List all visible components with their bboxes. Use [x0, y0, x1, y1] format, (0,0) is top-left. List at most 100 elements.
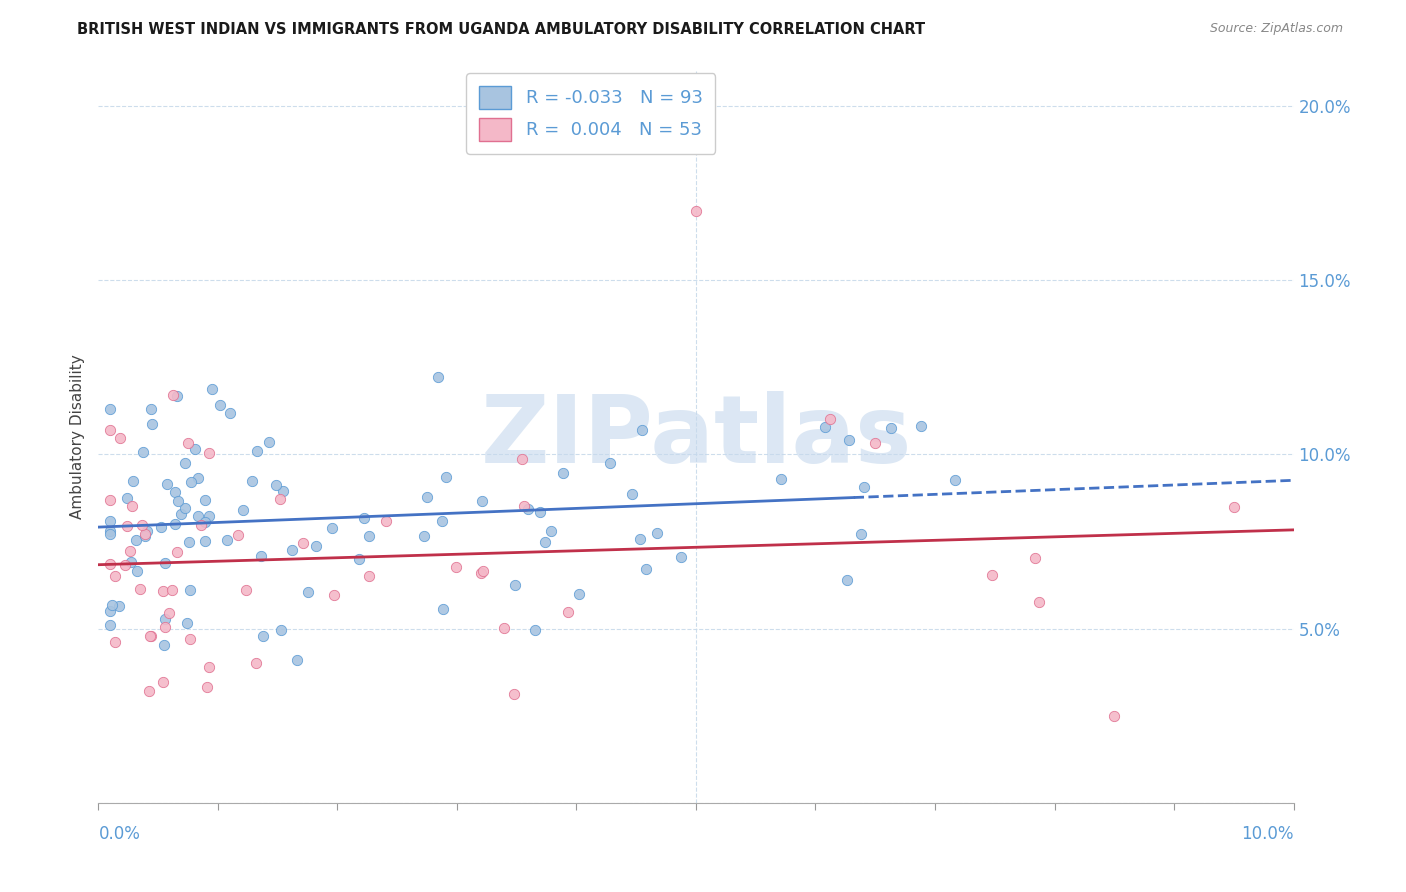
- Point: [1028, 595, 1050, 609]
- Point: [179, 632, 201, 647]
- Point: [180, 475, 202, 490]
- Point: [176, 615, 198, 630]
- Point: [108, 599, 131, 614]
- Point: [166, 545, 188, 559]
- Point: [114, 558, 136, 572]
- Point: [599, 457, 621, 471]
- Point: [131, 518, 153, 533]
- Point: [434, 470, 457, 484]
- Point: [132, 444, 155, 458]
- Point: [494, 621, 516, 635]
- Point: [269, 492, 291, 507]
- Point: [628, 532, 651, 546]
- Point: [568, 587, 591, 601]
- Point: [170, 507, 193, 521]
- Point: [104, 568, 127, 582]
- Point: [156, 477, 179, 491]
- Point: [121, 474, 143, 488]
- Point: [100, 402, 122, 417]
- Point: [100, 618, 122, 632]
- Point: [349, 551, 371, 566]
- Point: [232, 503, 254, 517]
- Point: [198, 446, 221, 460]
- Point: [835, 573, 858, 587]
- Point: [553, 466, 575, 480]
- Legend: R = -0.033   N = 93, R =  0.004   N = 53: R = -0.033 N = 93, R = 0.004 N = 53: [465, 73, 716, 153]
- Point: [217, 533, 239, 548]
- Point: [100, 493, 122, 508]
- Point: [323, 588, 346, 602]
- Point: [620, 486, 643, 500]
- Point: [187, 508, 209, 523]
- Point: [297, 585, 319, 599]
- Point: [155, 620, 177, 634]
- Point: [141, 401, 163, 416]
- Point: [852, 480, 875, 494]
- Point: [149, 520, 172, 534]
- Point: [412, 528, 434, 542]
- Point: [770, 472, 793, 486]
- Point: [162, 388, 184, 402]
- Point: [167, 493, 190, 508]
- Point: [523, 624, 546, 638]
- Point: [814, 420, 837, 434]
- Point: [645, 526, 668, 541]
- Point: [818, 412, 841, 426]
- Point: [432, 602, 454, 616]
- Text: ZIPatlas: ZIPatlas: [481, 391, 911, 483]
- Point: [177, 535, 200, 549]
- Point: [228, 527, 250, 541]
- Point: [139, 629, 162, 643]
- Point: [533, 535, 555, 549]
- Point: [100, 527, 122, 541]
- Point: [446, 560, 468, 574]
- Point: [980, 568, 1002, 582]
- Point: [115, 519, 138, 533]
- Point: [177, 436, 200, 450]
- Point: [190, 518, 212, 533]
- Point: [281, 542, 304, 557]
- Point: [165, 516, 187, 531]
- Point: [134, 529, 156, 543]
- Point: [100, 524, 122, 539]
- Point: [630, 423, 652, 437]
- Text: 0.0%: 0.0%: [98, 825, 141, 843]
- Point: [155, 612, 177, 626]
- Point: [416, 490, 439, 504]
- Point: [1024, 551, 1046, 566]
- Point: [194, 515, 217, 529]
- Point: [246, 443, 269, 458]
- Point: [287, 653, 309, 667]
- Point: [194, 534, 217, 549]
- Point: [512, 499, 534, 513]
- Point: [512, 451, 534, 466]
- Point: [125, 564, 148, 578]
- Point: [540, 524, 562, 538]
- Point: [100, 558, 122, 572]
- Point: [187, 471, 209, 485]
- Point: [198, 660, 221, 674]
- Point: [136, 524, 159, 538]
- Point: [427, 370, 450, 384]
- Point: [357, 529, 380, 543]
- Point: [141, 417, 163, 431]
- Point: [173, 500, 195, 515]
- Point: [470, 566, 492, 580]
- Point: [250, 549, 273, 563]
- Point: [1223, 500, 1246, 514]
- Point: [152, 583, 174, 598]
- Text: 10.0%: 10.0%: [1241, 825, 1294, 843]
- Point: [120, 555, 142, 569]
- Point: [134, 527, 156, 541]
- Point: [101, 598, 124, 612]
- Point: [240, 474, 263, 488]
- Point: [115, 491, 138, 506]
- Point: [198, 508, 221, 523]
- Point: [529, 505, 551, 519]
- Point: [153, 556, 176, 570]
- Point: [163, 484, 186, 499]
- Point: [110, 431, 132, 445]
- Point: [125, 533, 148, 547]
- Text: Source: ZipAtlas.com: Source: ZipAtlas.com: [1209, 22, 1343, 36]
- Point: [503, 577, 526, 591]
